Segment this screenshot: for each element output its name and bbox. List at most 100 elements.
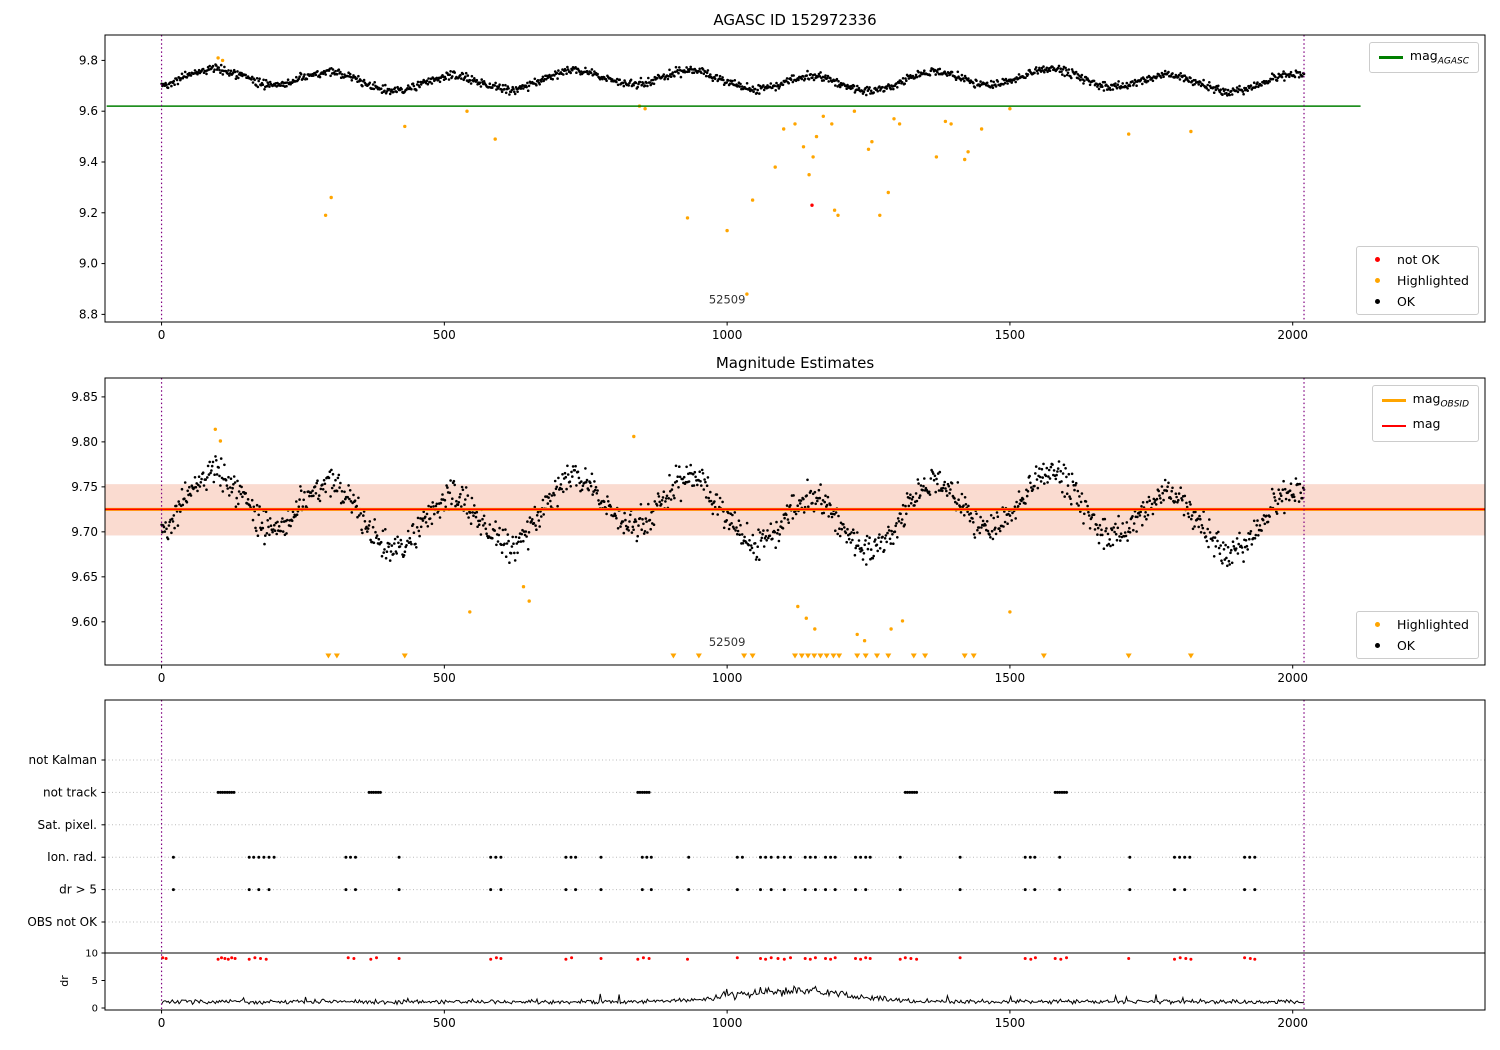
point	[1015, 500, 1018, 504]
point	[468, 79, 472, 82]
point	[651, 78, 655, 82]
point	[517, 540, 520, 544]
point	[427, 504, 430, 508]
point	[1060, 70, 1063, 73]
point	[464, 486, 468, 489]
point	[1224, 543, 1227, 547]
point	[616, 527, 620, 530]
point	[1212, 91, 1216, 94]
point	[1238, 84, 1241, 88]
point	[764, 535, 768, 538]
point	[921, 488, 924, 492]
flag-point	[374, 790, 378, 794]
point	[652, 82, 656, 86]
point	[1165, 489, 1169, 493]
dr-tick-label: 10	[85, 949, 98, 960]
point	[821, 499, 825, 502]
point	[975, 512, 978, 516]
point	[853, 91, 857, 94]
point	[1066, 484, 1070, 487]
point	[426, 525, 430, 528]
point	[212, 480, 216, 484]
point	[1218, 552, 1222, 555]
point	[244, 73, 247, 77]
point	[1217, 84, 1220, 88]
flag-point	[1060, 790, 1064, 794]
point	[621, 81, 625, 85]
point	[268, 517, 272, 520]
point	[1138, 514, 1142, 517]
point	[666, 77, 670, 81]
point	[1044, 474, 1048, 478]
point	[905, 512, 908, 516]
point	[412, 531, 416, 534]
point	[941, 486, 945, 490]
flag-point	[574, 855, 578, 859]
point	[941, 489, 944, 493]
legend-swatch-wrap	[1366, 278, 1390, 283]
point	[362, 514, 365, 517]
point	[1288, 489, 1292, 493]
flag-point	[1065, 790, 1068, 794]
point	[400, 542, 403, 546]
point	[1163, 69, 1167, 73]
dr-tick-label: 0	[92, 1004, 98, 1015]
point	[702, 72, 706, 76]
point	[936, 482, 939, 486]
point	[851, 86, 854, 90]
point	[1065, 73, 1069, 77]
point	[281, 530, 285, 533]
point	[960, 73, 964, 77]
point	[183, 70, 187, 74]
flag-point	[378, 790, 382, 794]
flag-point	[868, 855, 872, 859]
plot2-point-legend: Highlighted OK	[1355, 611, 1479, 659]
point	[748, 86, 751, 90]
point	[1158, 494, 1161, 497]
point	[811, 501, 814, 505]
point	[1145, 517, 1148, 521]
point	[220, 58, 225, 63]
point	[1084, 500, 1088, 503]
point	[649, 83, 652, 87]
point	[963, 514, 966, 517]
point	[627, 529, 630, 532]
point	[1034, 465, 1038, 468]
point	[1194, 78, 1197, 82]
point	[483, 522, 487, 525]
plot3-x-ticks: 0 500 1000 1500 2000	[158, 1010, 1308, 1030]
point	[775, 520, 778, 524]
point	[1173, 500, 1177, 503]
flag-points-not-track	[216, 790, 1068, 794]
point	[593, 480, 596, 483]
point	[366, 527, 370, 530]
point	[757, 528, 760, 531]
point	[331, 68, 335, 71]
dr-exceed-point	[903, 956, 907, 960]
point	[823, 500, 826, 504]
point	[1275, 512, 1279, 515]
point	[398, 545, 402, 548]
point	[410, 542, 413, 546]
point	[395, 552, 399, 555]
point	[1008, 514, 1012, 517]
point	[329, 195, 333, 200]
flag-point	[908, 790, 912, 794]
point	[622, 84, 626, 88]
legend-label: magOBSID	[1412, 391, 1469, 410]
point	[576, 470, 580, 474]
point	[237, 490, 241, 493]
point	[226, 487, 229, 490]
point	[849, 541, 853, 544]
point	[923, 69, 926, 72]
point	[835, 77, 839, 81]
point	[363, 81, 367, 85]
point	[403, 124, 407, 129]
point	[1265, 514, 1268, 518]
point	[338, 486, 341, 489]
point	[506, 533, 510, 536]
point	[1176, 501, 1179, 504]
point	[1109, 544, 1112, 548]
point	[1003, 520, 1007, 524]
point	[435, 76, 439, 80]
